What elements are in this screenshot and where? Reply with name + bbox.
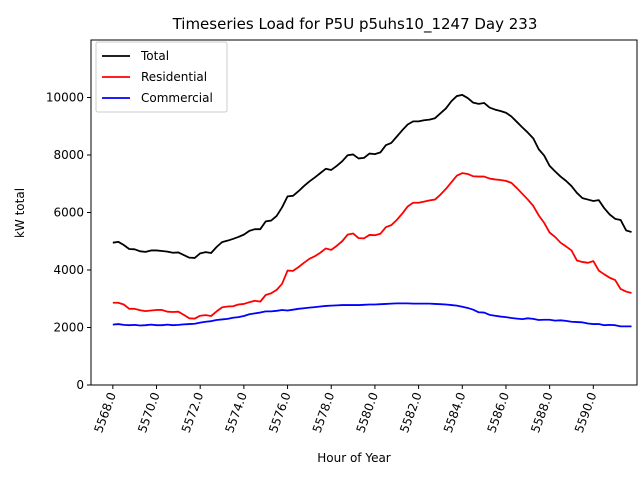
x-tick-label: 5572.0 [179, 390, 207, 434]
chart-title: Timeseries Load for P5U p5uhs10_1247 Day… [172, 15, 538, 34]
series-line-commercial [112, 302, 632, 328]
x-axis-label: Hour of Year [317, 451, 391, 465]
x-tick-label: 5574.0 [222, 390, 250, 434]
x-tick-label: 5590.0 [572, 390, 600, 434]
series-line-residential [112, 172, 632, 320]
x-tick-label: 5576.0 [266, 390, 294, 434]
y-tick-label: 4000 [53, 263, 84, 277]
y-tick-label: 8000 [53, 148, 84, 162]
x-tick-label: 5570.0 [135, 390, 163, 434]
legend-label-commercial: Commercial [141, 91, 213, 105]
y-axis-label: kW total [13, 188, 27, 238]
legend: Total Residential Commercial [95, 41, 228, 113]
x-axis: 5568.0 5570.0 5572.0 5574.0 5576.0 5578.0 5580… [91, 385, 599, 435]
y-tick-label: 10000 [46, 91, 84, 105]
plot-lines [112, 94, 632, 328]
x-tick-label: 5580.0 [354, 390, 382, 434]
y-tick-label: 0 [76, 378, 84, 392]
legend-box [95, 41, 228, 113]
series-line-total [112, 94, 632, 259]
x-tick-label: 5578.0 [310, 390, 338, 434]
x-tick-label: 5568.0 [91, 390, 119, 434]
legend-label-residential: Residential [141, 70, 207, 84]
y-tick-label: 2000 [53, 321, 84, 335]
y-tick-label: 6000 [53, 206, 84, 220]
x-tick-label: 5586.0 [485, 390, 513, 434]
x-tick-label: 5588.0 [528, 390, 556, 434]
x-tick-label: 5582.0 [397, 390, 425, 434]
y-axis: 0 2000 4000 6000 8000 10000 [46, 91, 91, 392]
x-tick-label: 5584.0 [441, 390, 469, 434]
legend-label-total: Total [140, 49, 169, 63]
